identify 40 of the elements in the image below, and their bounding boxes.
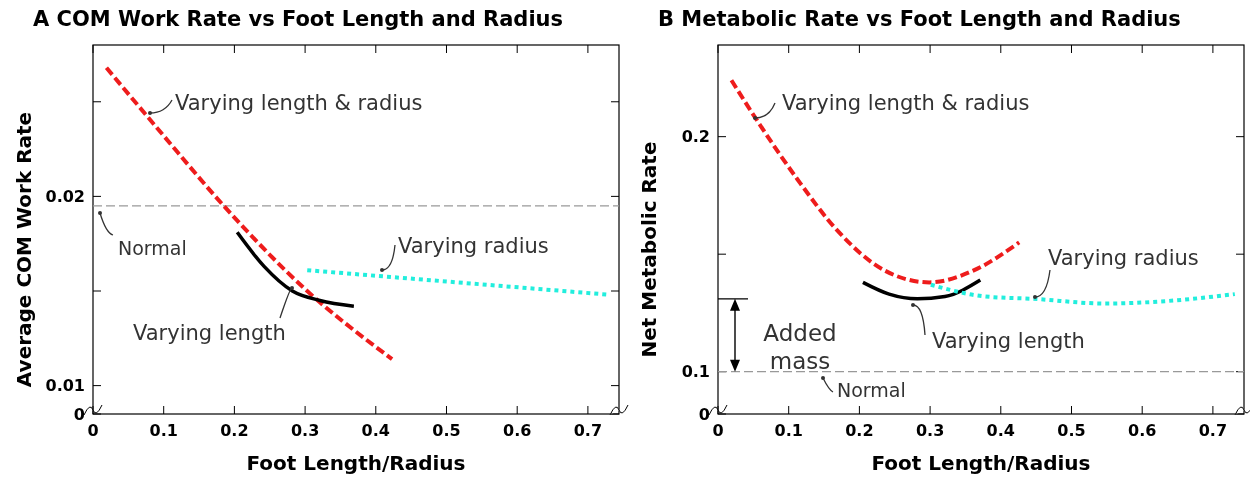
y-axis-title: Average COM Work Rate [12,111,36,388]
line-series [928,282,1237,306]
line-series [861,278,983,301]
x-tick-label: 0.7 [1198,421,1228,440]
line-series [235,230,356,308]
series-label: Varying radius [398,234,549,258]
x-axis-title: Foot Length/Radius [246,451,466,475]
series-label: Varying length [932,329,1085,353]
chart-title: A COM Work Rate vs Foot Length and Radius [33,7,564,31]
series-label: Varying length [133,321,286,345]
x-tick-label: 0.3 [290,421,320,440]
ref-line-label: Normal [118,237,187,259]
x-tick-label: 0.5 [1057,421,1086,440]
y-axis-title: Net Metabolic Rate [637,141,661,358]
y-tick-label: 0 [698,404,710,424]
y-tick-label: 0.01 [45,376,85,396]
series-label: Varying radius [1048,246,1199,270]
y-tick-label: 0.1 [681,362,710,382]
x-tick-label: 0 [712,421,724,440]
x-tick-label: 0.7 [573,421,603,440]
x-tick-label: 0.2 [220,421,249,440]
x-tick-label: 0.2 [845,421,874,440]
x-tick-label: 0.3 [915,421,945,440]
y-tick-label: 0.02 [45,186,85,206]
x-tick-label: 0.6 [503,421,532,440]
annotation: Added mass [763,320,837,374]
x-tick-label: 0.5 [432,421,461,440]
series-label: Varying length & radius [782,91,1030,115]
chart-title: B Metabolic Rate vs Foot Length and Radius [658,7,1181,31]
x-tick-label: 0.4 [986,421,1015,440]
x-tick-label: 0.4 [361,421,390,440]
x-tick-label: 0.1 [774,421,803,440]
series-label: Varying length & radius [175,91,423,115]
y-tick-label: 0 [73,404,85,424]
ref-line-label: Normal [837,379,906,401]
x-axis-title: Foot Length/Radius [871,451,1091,475]
x-tick-label: 0.1 [149,421,178,440]
y-tick-label: 0.2 [681,127,710,147]
x-tick-label: 0 [87,421,99,440]
x-tick-label: 0.6 [1128,421,1157,440]
